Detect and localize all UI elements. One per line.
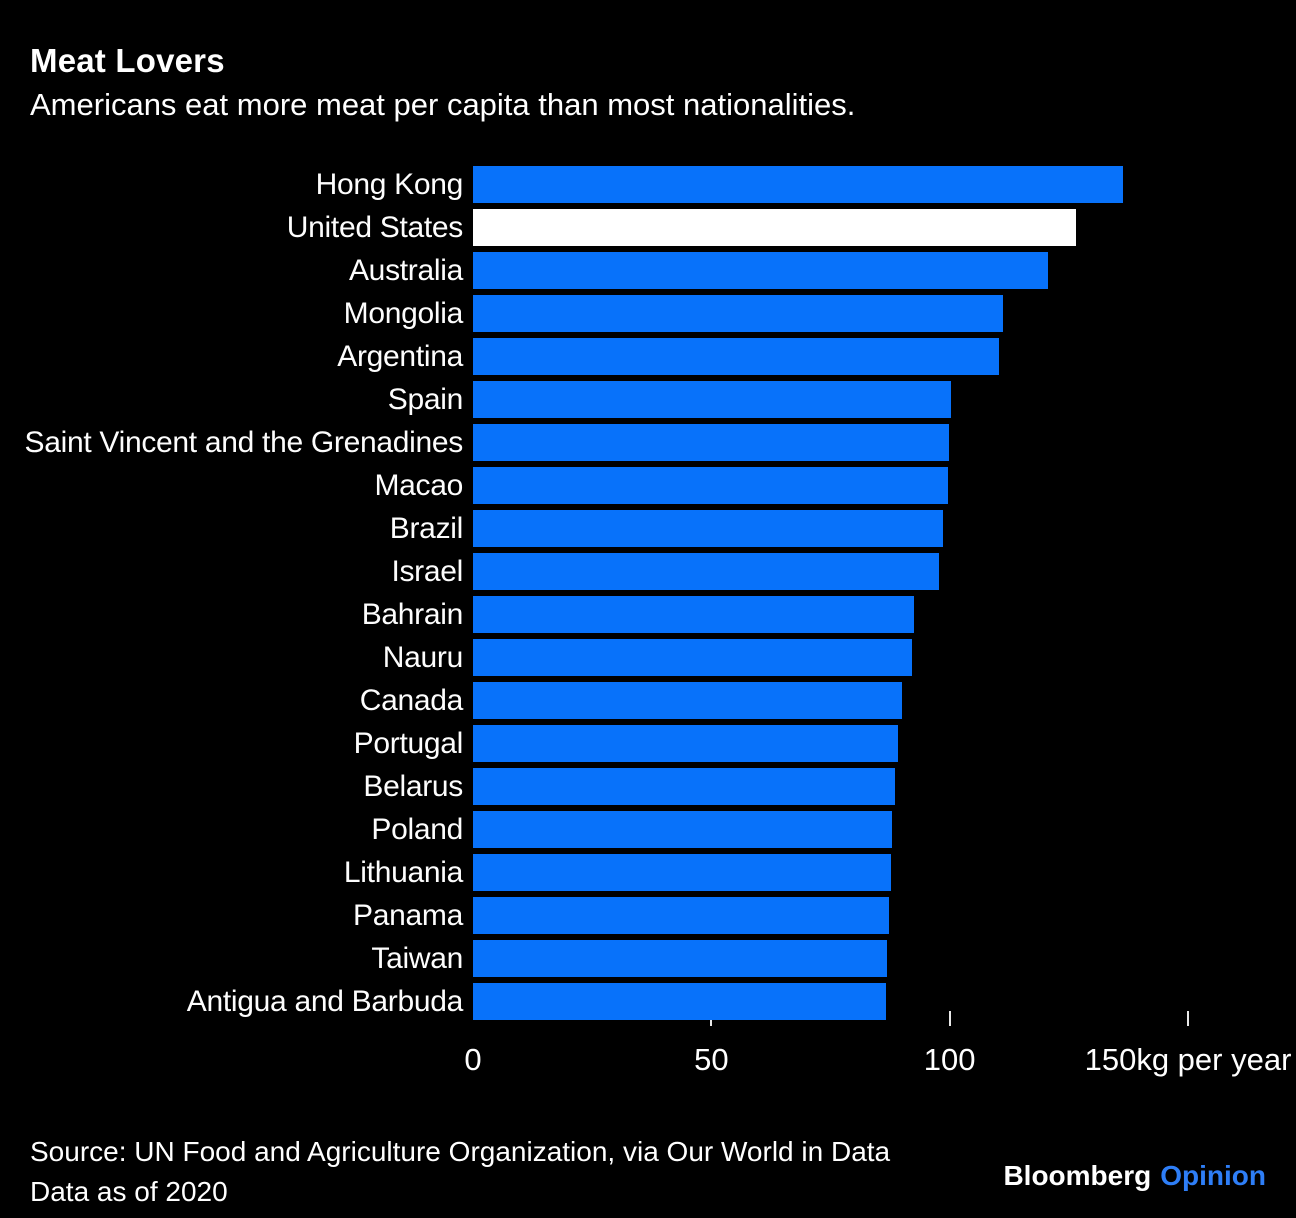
- chart-row: Hong Kong: [0, 166, 1296, 203]
- value-bar: [473, 596, 915, 633]
- value-bar: [473, 897, 890, 934]
- value-bar: [473, 639, 912, 676]
- country-label: Portugal: [353, 727, 464, 760]
- source-date-line: Data as of 2020: [30, 1176, 228, 1207]
- country-label: Canada: [359, 684, 464, 717]
- value-bar: [473, 725, 899, 762]
- country-label: Panama: [353, 899, 463, 932]
- chart-row: Bahrain: [0, 596, 1296, 633]
- country-label: Lithuania: [343, 856, 463, 889]
- value-bar: [473, 768, 895, 805]
- chart-row: Nauru: [0, 639, 1296, 676]
- value-bar: [473, 553, 940, 590]
- chart-row: Israel: [0, 553, 1296, 590]
- country-label: Brazil: [389, 512, 464, 545]
- chart-title: Meat Lovers: [30, 42, 225, 79]
- value-bar: [473, 510, 944, 547]
- country-label: Hong Kong: [315, 168, 464, 201]
- chart-row: Belarus: [0, 768, 1296, 805]
- axis-tick-label: 100: [923, 1042, 976, 1077]
- value-bar: [473, 854, 891, 891]
- chart-row: Argentina: [0, 338, 1296, 375]
- country-label: Poland: [371, 813, 463, 846]
- brand-edition: Opinion: [1160, 1160, 1266, 1191]
- axis-tick-label: 150kg per year: [1084, 1042, 1292, 1077]
- chart-row: Portugal: [0, 725, 1296, 762]
- source-line: Source: UN Food and Agriculture Organiza…: [30, 1136, 891, 1167]
- axis-tick-label: 50: [694, 1042, 729, 1077]
- chart-subtitle: Americans eat more meat per capita than …: [30, 87, 856, 122]
- chart-row: Saint Vincent and the Grenadines: [0, 424, 1296, 461]
- axis-tick: [1187, 1011, 1189, 1026]
- axis-tick: [948, 1011, 951, 1026]
- value-bar: [473, 811, 892, 848]
- chart-row: United States: [0, 209, 1296, 246]
- country-label: Australia: [348, 254, 463, 287]
- value-bar: [473, 381, 952, 418]
- country-label: Macao: [374, 469, 463, 502]
- value-bar: [473, 983, 886, 1020]
- value-bar: [473, 209, 1076, 246]
- chart-row: Spain: [0, 381, 1296, 418]
- value-bar: [473, 295, 1003, 332]
- chart-row: Australia: [0, 252, 1296, 289]
- country-label: Argentina: [337, 340, 463, 373]
- chart-row: Taiwan: [0, 940, 1296, 977]
- source-note: Source: UN Food and Agriculture Organiza…: [30, 1132, 890, 1212]
- chart-row: Antigua and Barbuda: [0, 983, 1296, 1020]
- value-bar: [473, 252, 1048, 289]
- country-label: Israel: [391, 555, 463, 588]
- chart-row: Macao: [0, 467, 1296, 504]
- country-label: Belarus: [363, 770, 463, 803]
- x-axis: 0 50 100 150kg per year: [0, 1042, 1296, 1082]
- country-label: Saint Vincent and the Grenadines: [24, 426, 464, 459]
- value-bar: [473, 424, 950, 461]
- axis-tick-label: 0: [464, 1042, 482, 1077]
- value-bar: [473, 166, 1123, 203]
- country-label: Nauru: [382, 641, 464, 674]
- value-bar: [473, 467, 949, 504]
- chart-row: Lithuania: [0, 854, 1296, 891]
- brand-name: Bloomberg: [1003, 1160, 1152, 1191]
- country-label: United States: [286, 211, 464, 244]
- chart-row: Poland: [0, 811, 1296, 848]
- value-bar: [473, 940, 888, 977]
- value-bar: [473, 682, 903, 719]
- chart-row: Mongolia: [0, 295, 1296, 332]
- bloomberg-logo: Bloomberg Opinion: [1003, 1160, 1266, 1192]
- country-label: Antigua and Barbuda: [186, 985, 464, 1018]
- country-label: Mongolia: [343, 297, 464, 330]
- country-label: Spain: [387, 383, 464, 416]
- bar-rows: Hong Kong United States Australia Mongolia A…: [0, 166, 1296, 1020]
- plot-area: Hong Kong United States Australia Mongolia A…: [0, 166, 1296, 1026]
- chart-row: Panama: [0, 897, 1296, 934]
- country-label: Bahrain: [361, 598, 464, 631]
- chart-row: Canada: [0, 682, 1296, 719]
- value-bar: [473, 338, 1000, 375]
- chart-row: Brazil: [0, 510, 1296, 547]
- country-label: Taiwan: [371, 942, 463, 975]
